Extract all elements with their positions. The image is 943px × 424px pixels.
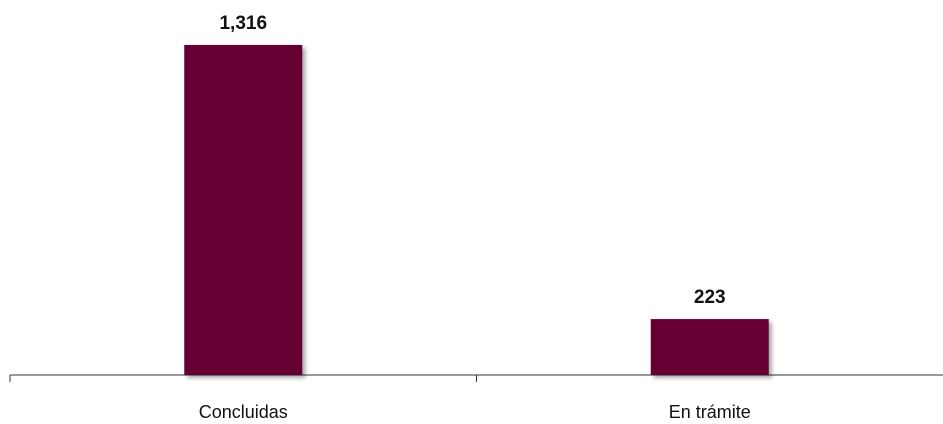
category-label-1: Concluidas xyxy=(199,402,288,422)
data-label-1: 1,316 xyxy=(219,13,267,34)
bar-2 xyxy=(650,319,769,375)
bar-1 xyxy=(184,44,303,375)
data-label-2: 223 xyxy=(694,287,726,308)
category-label-2: En trámite xyxy=(669,402,751,422)
